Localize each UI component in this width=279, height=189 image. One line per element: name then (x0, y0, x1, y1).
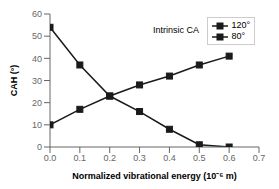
html-text:Intrinsic CA: Intrinsic CA (153, 25, 199, 35)
svg-text:Normalized vibrational energy: Normalized vibrational energy (10⁻⁶ m) (72, 171, 237, 181)
svg-text:40: 40 (32, 54, 42, 64)
svg-text:0.5: 0.5 (193, 153, 206, 163)
svg-text:0.6: 0.6 (223, 153, 236, 163)
svg-text:50: 50 (32, 31, 42, 41)
svg-text:0.7: 0.7 (253, 153, 266, 163)
svg-text:0.2: 0.2 (103, 153, 116, 163)
svg-text:0.3: 0.3 (133, 153, 146, 163)
svg-text:CAH (°): CAH (°) (9, 65, 19, 97)
svg-text:0.4: 0.4 (163, 153, 176, 163)
html-text:120°: 120° (231, 20, 250, 30)
svg-text:10: 10 (32, 120, 42, 130)
svg-text:0.0: 0.0 (44, 153, 57, 163)
svg-text:60: 60 (32, 9, 42, 19)
svg-text:0.1: 0.1 (74, 153, 87, 163)
svg-text:20: 20 (32, 98, 42, 108)
svg-text:30: 30 (32, 76, 42, 86)
svg-text:0: 0 (37, 142, 42, 152)
html-text:80°: 80° (231, 31, 245, 41)
